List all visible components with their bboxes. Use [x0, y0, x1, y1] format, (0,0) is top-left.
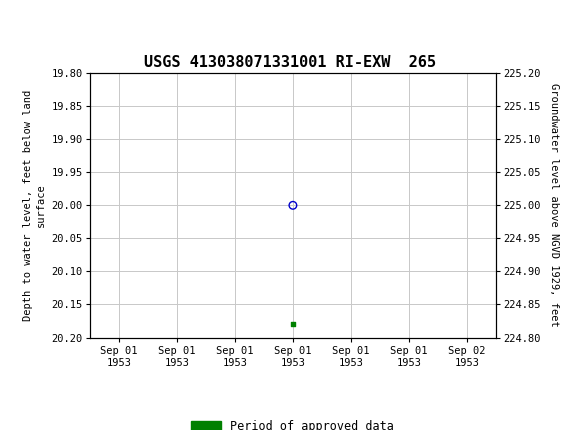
Point: [288, 321, 298, 328]
Legend: Period of approved data: Period of approved data: [187, 415, 399, 430]
Text: USGS 413038071331001 RI-EXW  265: USGS 413038071331001 RI-EXW 265: [144, 55, 436, 70]
Y-axis label: Depth to water level, feet below land
surface: Depth to water level, feet below land su…: [23, 90, 46, 321]
Y-axis label: Groundwater level above NGVD 1929, feet: Groundwater level above NGVD 1929, feet: [549, 83, 559, 327]
Point: [288, 202, 298, 209]
Text: USGS: USGS: [26, 18, 81, 36]
Text: ≡: ≡: [3, 15, 24, 39]
